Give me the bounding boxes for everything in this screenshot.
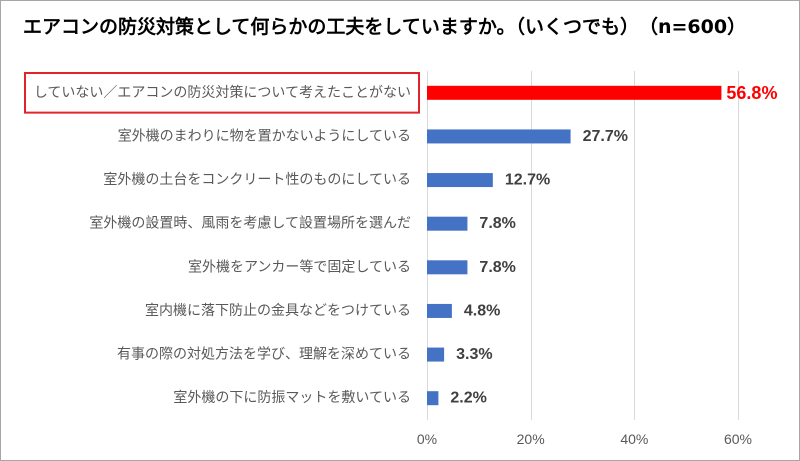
category-label: 室外機をアンカー等で固定している: [188, 258, 411, 275]
x-tick-labels: 0% 20% 40% 60%: [417, 431, 752, 447]
annotations: [24, 72, 420, 114]
data-label: 7.8%: [479, 259, 515, 276]
data-label: 2.2%: [450, 390, 486, 407]
data-label: 7.8%: [479, 215, 515, 232]
category-label: 室外機の下に防振マットを敷いている: [173, 389, 411, 406]
bar: [427, 303, 452, 318]
highlight-box: [24, 72, 420, 114]
chart-title: エアコンの防災対策として何らかの工夫をしていますか。（いくつでも） （n=600…: [23, 15, 746, 38]
bar: [427, 260, 468, 275]
gridlines: [427, 71, 739, 420]
x-tick-label: 20%: [517, 431, 545, 447]
category-label: 室外機の設置時、風雨を考慮して設置場所を選んだ: [89, 215, 411, 232]
category-label: 有事の際の対処方法を学び、理解を深めている: [117, 347, 411, 363]
bar: [427, 391, 439, 406]
bar-highlighted: [427, 85, 722, 100]
data-label: 12.7%: [505, 172, 550, 189]
x-tick-label: 0%: [417, 431, 437, 447]
x-tick-label: 40%: [620, 431, 648, 447]
data-label-highlighted: 56.8%: [726, 83, 777, 103]
data-label: 27.7%: [583, 128, 628, 145]
category-label: 室外機のまわりに物を置かないようにしている: [118, 127, 411, 144]
bar: [427, 216, 468, 231]
category-label: していない／エアコンの防災対策について考えたことがない: [34, 84, 411, 101]
data-label: 4.8%: [464, 302, 500, 319]
category-label: 室外機の土台をコンクリート性のものにしている: [103, 171, 411, 188]
category-label: 室内機に落下防止の金具などをつけている: [145, 302, 411, 319]
category-labels: していない／エアコンの防災対策について考えたことがない室外機のまわりに物を置かな…: [34, 84, 411, 406]
bar: [427, 129, 571, 144]
data-label: 3.3%: [456, 346, 492, 363]
x-tick-label: 60%: [724, 431, 752, 447]
data-labels: 56.8% 27.7% 12.7% 7.8% 7.8% 4.8% 3.3% 2.2%: [450, 83, 777, 407]
bars: [427, 85, 722, 406]
bar: [427, 173, 493, 188]
bar: [427, 347, 445, 362]
